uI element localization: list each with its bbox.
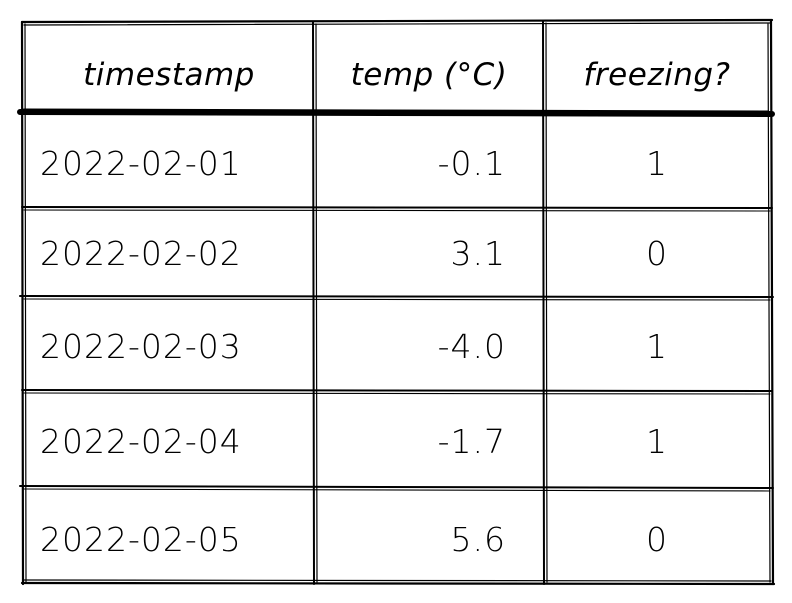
cell-timestamp: 2022-02-02 xyxy=(40,233,242,273)
cell-freezing: 0 xyxy=(646,519,668,559)
cell-timestamp: 2022-02-05 xyxy=(40,519,242,559)
cell-temp: 3.1 xyxy=(450,233,506,273)
cell-freezing: 1 xyxy=(646,326,668,366)
column-header-freezing: freezing? xyxy=(583,56,731,93)
cell-freezing: 1 xyxy=(646,421,668,461)
cell-freezing: 0 xyxy=(646,233,668,273)
cell-timestamp: 2022-02-03 xyxy=(40,326,242,366)
cell-freezing: 1 xyxy=(646,143,668,183)
cell-temp: -1.7 xyxy=(437,421,506,461)
cell-temp: -0.1 xyxy=(437,143,506,183)
column-header-timestamp: timestamp xyxy=(83,56,255,93)
cell-temp: 5.6 xyxy=(450,519,506,559)
cell-temp: -4.0 xyxy=(437,326,506,366)
cell-timestamp: 2022-02-04 xyxy=(40,421,242,461)
column-header-temp: temp (°C) xyxy=(350,56,508,93)
cell-timestamp: 2022-02-01 xyxy=(40,143,242,183)
